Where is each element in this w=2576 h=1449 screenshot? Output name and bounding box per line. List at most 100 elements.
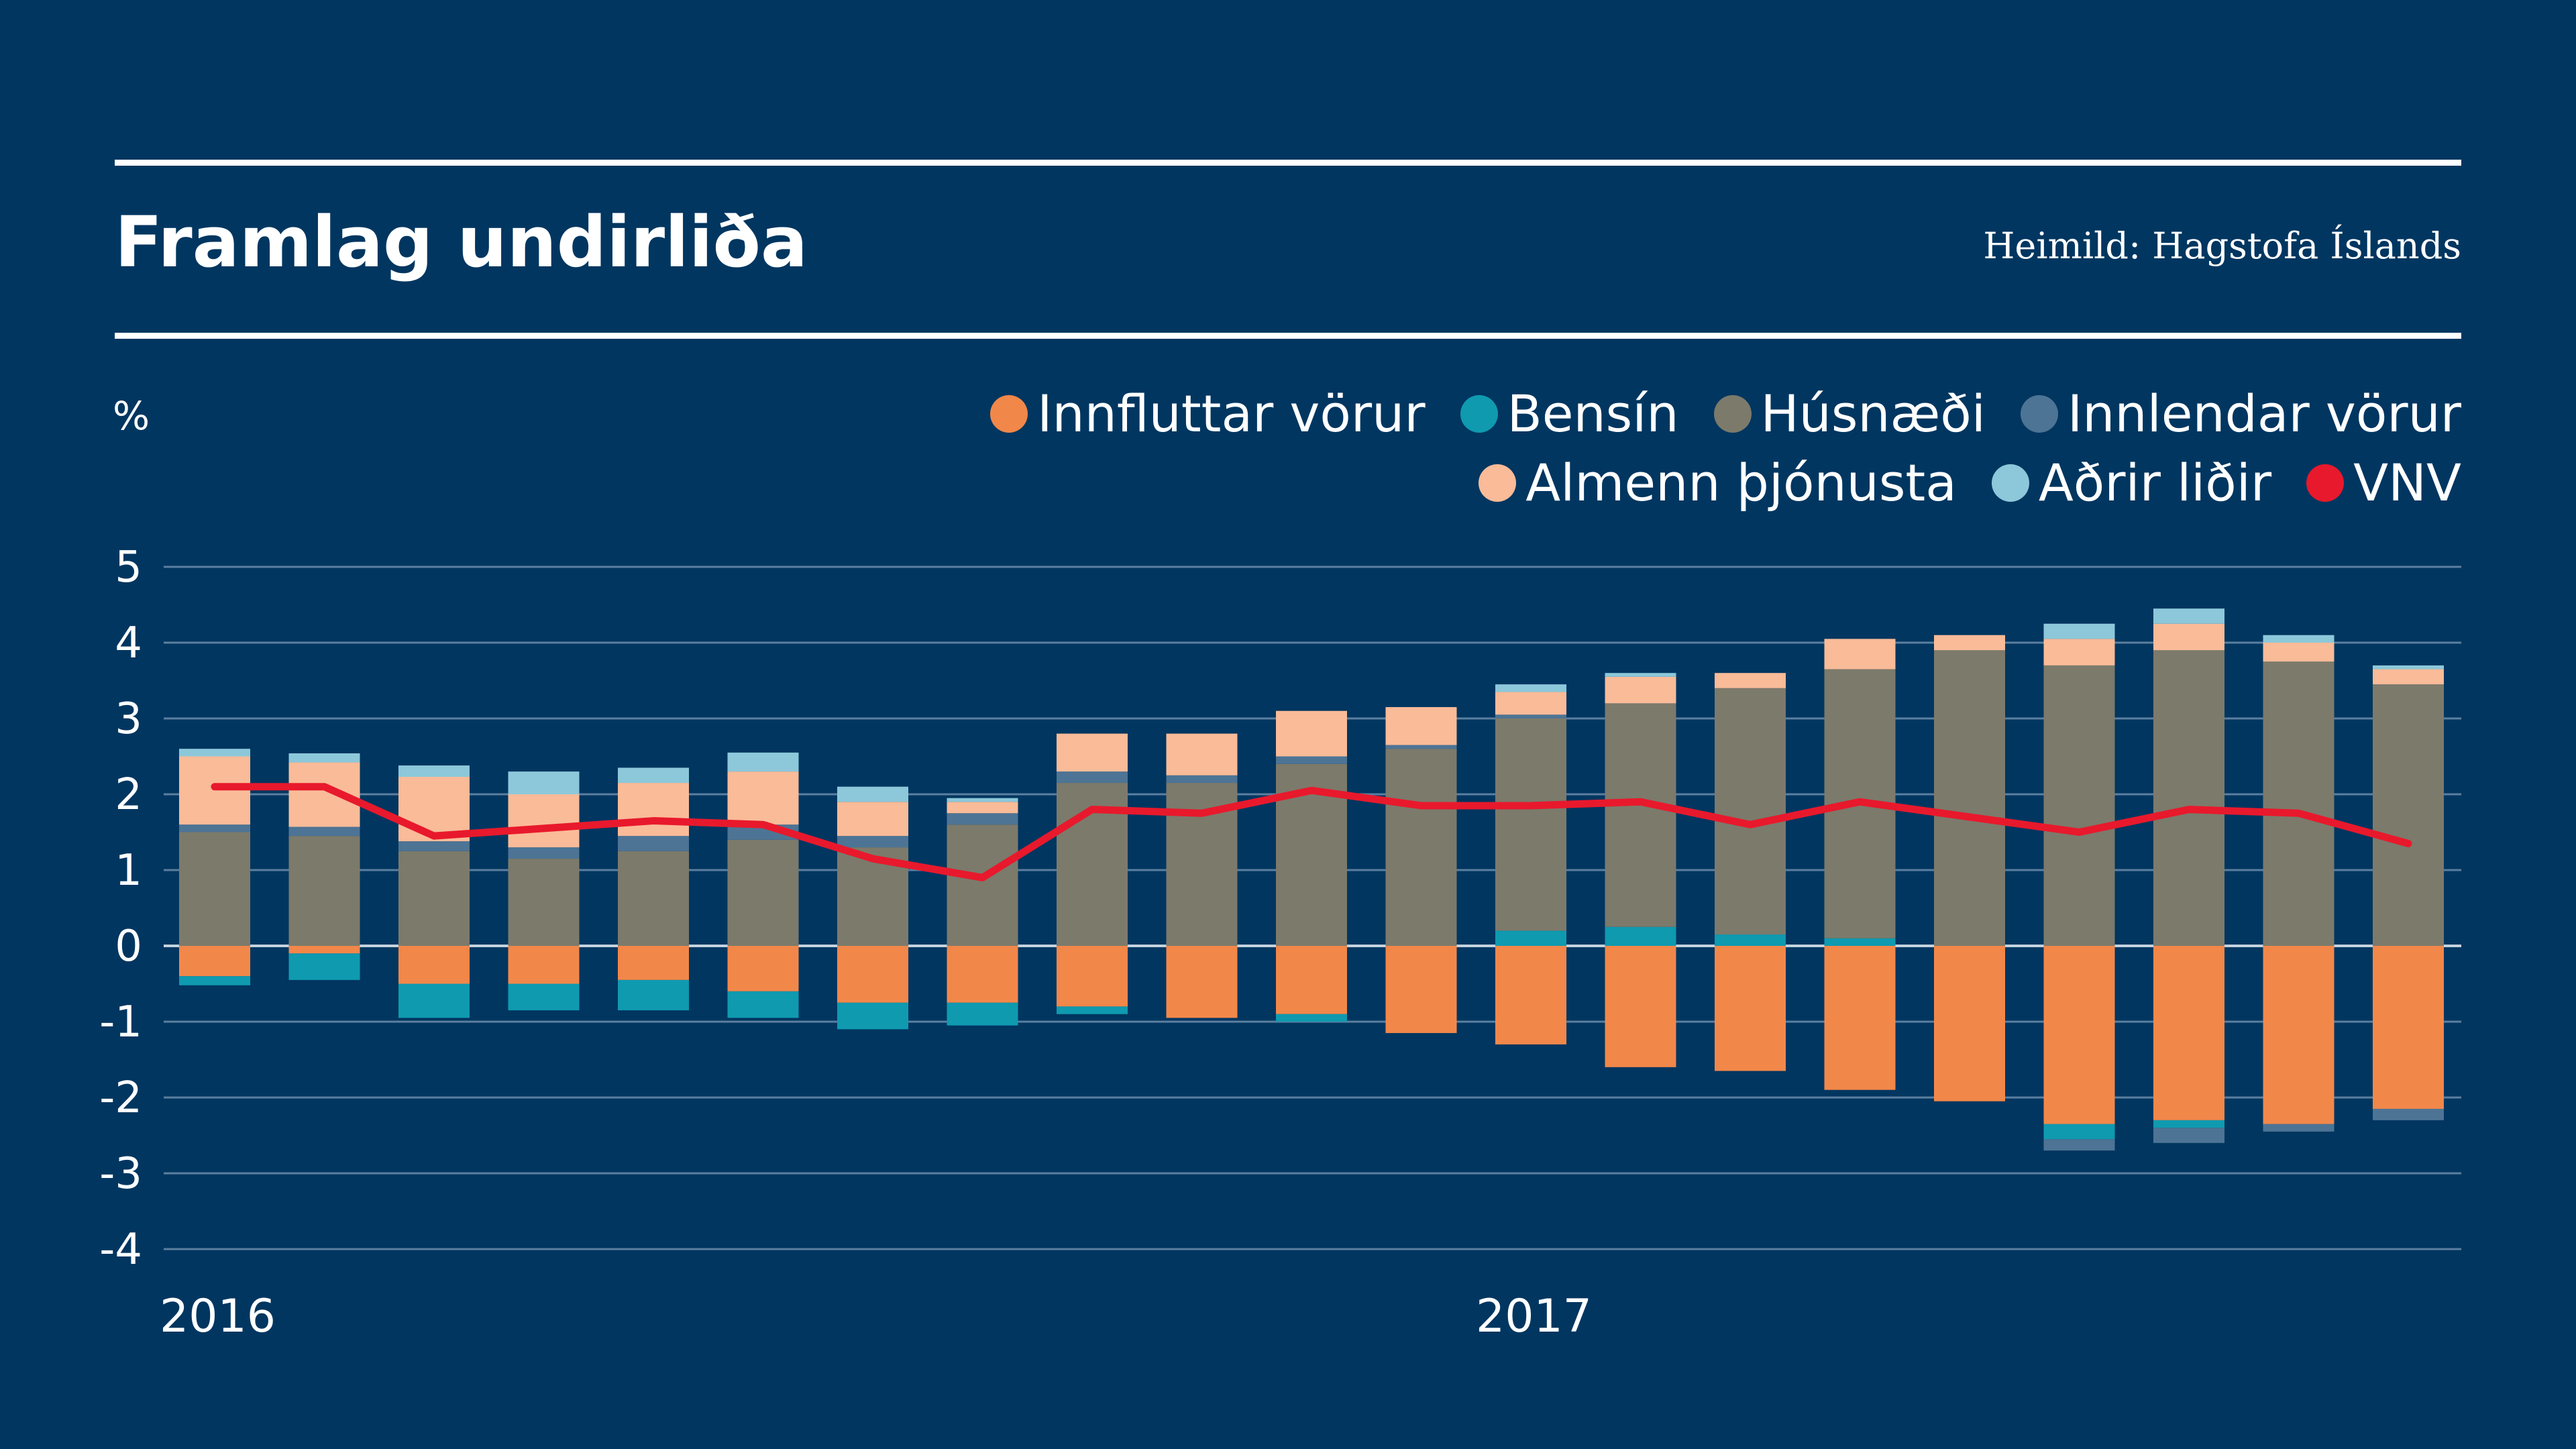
bar-segment — [2043, 1139, 2115, 1151]
legend-label: Húsnæði — [1760, 384, 1986, 443]
bar-segment — [1276, 756, 1347, 764]
bar-segment — [1824, 639, 1896, 669]
bar-segment — [1385, 745, 1457, 749]
legend-item: Almenn þjónusta — [1479, 453, 1957, 513]
bar-segment — [618, 783, 689, 837]
bar-segment — [2263, 946, 2334, 1124]
bar-segment — [1934, 650, 2005, 946]
bar-segment — [947, 1002, 1018, 1026]
legend-swatch-icon — [1479, 464, 1517, 502]
bar-segment — [837, 836, 908, 848]
y-tick-label: -2 — [99, 1073, 142, 1123]
bar-segment — [2263, 661, 2334, 946]
bar-segment — [288, 753, 360, 763]
bar-segment — [2153, 608, 2224, 624]
top-rule — [115, 160, 2461, 166]
bar-segment — [1495, 684, 1566, 692]
bar-segment — [947, 813, 1018, 825]
bar-segment — [1605, 926, 1676, 946]
bar-segment — [2373, 684, 2444, 946]
legend-label: Innlendar vörur — [2067, 384, 2461, 443]
bar-segment — [1276, 1014, 1347, 1022]
bar-segment — [1166, 775, 1238, 784]
bar-segment — [1166, 733, 1238, 775]
bar-segment — [398, 777, 470, 842]
bar-segment — [398, 946, 470, 984]
bar-segment — [2263, 643, 2334, 662]
legend-swatch-icon — [2020, 394, 2058, 433]
chart-title: Framlag undirliða — [115, 201, 808, 283]
legend-row-1: Innfluttar vörur Bensín Húsnæði Innlendar v… — [990, 384, 2461, 443]
bar-segment — [947, 802, 1018, 814]
y-tick-label: 1 — [115, 846, 142, 896]
bar-segment — [1715, 688, 1786, 935]
vnv-line — [211, 783, 2412, 881]
bar-segment — [508, 946, 580, 984]
y-tick-label: 3 — [115, 694, 142, 744]
bar-segment — [727, 839, 799, 946]
legend-label: VNV — [2353, 453, 2461, 513]
bar-segment — [727, 991, 799, 1018]
legend-item: VNV — [2306, 453, 2461, 513]
bar-segment — [2043, 946, 2115, 1124]
bar-segment — [179, 749, 250, 757]
y-tick-label: 5 — [115, 543, 142, 592]
bar-segment — [288, 826, 360, 837]
bar-segment — [1715, 673, 1786, 688]
bar-segment — [2263, 635, 2334, 643]
bar-segment — [1605, 676, 1676, 704]
bar-segment — [837, 1002, 908, 1030]
bar-segment — [2373, 665, 2444, 669]
legend-label: Bensín — [1507, 384, 1679, 443]
bar-segment — [837, 802, 908, 837]
y-tick-label: 2 — [115, 770, 142, 820]
bar-segment — [1057, 771, 1128, 784]
bar-segment — [1057, 946, 1128, 1007]
x-tick-label: 2016 — [160, 1290, 276, 1343]
bar-segment — [1715, 934, 1786, 946]
bar-segment — [1824, 946, 1896, 1090]
legend-item: Húsnæði — [1713, 384, 1986, 443]
bar-segment — [398, 765, 470, 777]
bar-segment — [1495, 718, 1566, 931]
bar-segment — [508, 771, 580, 794]
bar-segment — [1605, 673, 1676, 677]
bar-segment — [288, 946, 360, 954]
legend-swatch-icon — [2306, 464, 2345, 502]
bar-segment — [727, 946, 799, 991]
bar-segment — [1057, 1006, 1128, 1014]
bar-segment — [1934, 635, 2005, 651]
bar-segment — [1385, 707, 1457, 745]
bar-segment — [1385, 749, 1457, 946]
bar-segment — [618, 946, 689, 980]
y-tick-label: -4 — [99, 1225, 142, 1275]
bar-segment — [398, 983, 470, 1018]
bar-segment — [1824, 938, 1896, 946]
bar-segment — [2153, 1120, 2224, 1128]
axis-labels: % 5 4 3 2 1 0 -1 -2 -3 -4 2016 2017 — [99, 393, 1592, 1343]
bar-segment — [727, 752, 799, 772]
bar-segment — [2153, 1128, 2224, 1143]
bar-segment — [1495, 946, 1566, 1044]
bar-segment — [1495, 714, 1566, 718]
bar-segment — [837, 786, 908, 802]
bar-segment — [2153, 946, 2224, 1120]
bar-segment — [288, 953, 360, 980]
bar-segment — [179, 824, 250, 833]
bar-segment — [947, 946, 1018, 1003]
bar-segment — [2153, 623, 2224, 651]
bar-segment — [1495, 692, 1566, 715]
bar-segment — [2043, 665, 2115, 946]
legend-swatch-icon — [1713, 394, 1752, 433]
bar-segment — [2153, 650, 2224, 946]
legend-item: Bensín — [1460, 384, 1679, 443]
bar-segment — [398, 851, 470, 946]
bar-segment — [179, 976, 250, 985]
x-tick-label: 2017 — [1476, 1290, 1592, 1343]
legend-item: Aðrir liðir — [1991, 453, 2271, 513]
bar-segment — [2373, 946, 2444, 1109]
bar-segment — [618, 979, 689, 1011]
bar-segment — [947, 824, 1018, 946]
